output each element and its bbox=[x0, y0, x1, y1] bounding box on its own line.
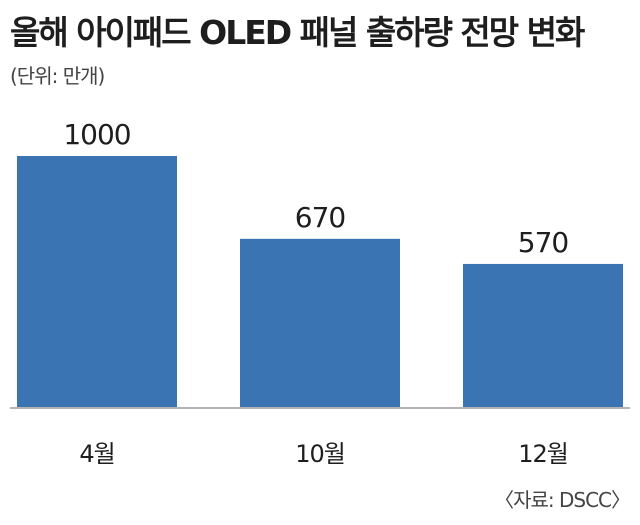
bars-layer bbox=[17, 156, 623, 407]
value-label-12월: 570 bbox=[518, 226, 568, 259]
category-label-12월: 12월 bbox=[518, 440, 568, 468]
bar-10월 bbox=[240, 238, 400, 407]
bar-4월 bbox=[17, 156, 177, 407]
labels-layer: 1000 4월 670 10월 570 12월 bbox=[63, 118, 569, 468]
category-label-10월: 10월 bbox=[295, 440, 345, 468]
chart-title: 올해 아이패드 OLED 패널 출하량 전망 변화 bbox=[10, 13, 585, 52]
value-label-10월: 670 bbox=[295, 201, 345, 234]
unit-label: (단위: 만개) bbox=[10, 64, 105, 88]
bar-12월 bbox=[463, 263, 623, 407]
value-label-4월: 1000 bbox=[63, 118, 130, 151]
source-label: 〈자료: DSCC〉 bbox=[494, 488, 631, 512]
category-label-4월: 4월 bbox=[79, 440, 114, 468]
